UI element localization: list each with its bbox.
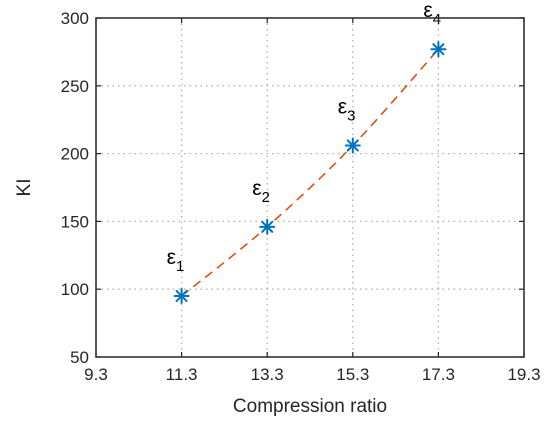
data-point-marker	[430, 41, 447, 58]
plot-frame	[95, 17, 525, 358]
annotations: ε1 ε2 ε3 ε4	[167, 0, 442, 275]
series-line-dashed	[181, 48, 439, 297]
y-tick-label: 150	[61, 212, 89, 231]
point-annotation: ε3	[338, 95, 356, 124]
point-annotation: ε1	[167, 246, 185, 275]
point-annotation: ε4	[423, 0, 441, 28]
y-tick-label: 200	[61, 145, 89, 164]
point-annotation: ε2	[252, 177, 270, 206]
series-lines	[181, 48, 439, 297]
x-axis-label: Compression ratio	[233, 396, 387, 417]
x-tick-label: 19.3	[507, 365, 540, 384]
y-tick-label: 50	[70, 348, 89, 367]
data-point-marker	[259, 218, 276, 235]
x-tick-label: 11.3	[166, 365, 198, 384]
y-tick-label: 250	[61, 77, 89, 96]
x-tick-label: 17.3	[422, 365, 455, 384]
x-tick-label: 9.3	[84, 365, 108, 384]
axis-ticks: 9.3 11.3 13.3 15.3 17.3 19.3 50 100 150 200 250 300	[61, 9, 541, 384]
series-markers	[173, 41, 447, 304]
y-tick-label: 300	[61, 9, 89, 28]
data-point-marker	[173, 287, 190, 304]
y-axis-label: KI	[14, 179, 35, 197]
x-tick-label: 13.3	[251, 365, 284, 384]
data-point-marker	[344, 137, 361, 154]
grid-lines	[96, 18, 524, 357]
y-tick-label: 100	[61, 280, 89, 299]
x-tick-label: 15.3	[336, 365, 369, 384]
